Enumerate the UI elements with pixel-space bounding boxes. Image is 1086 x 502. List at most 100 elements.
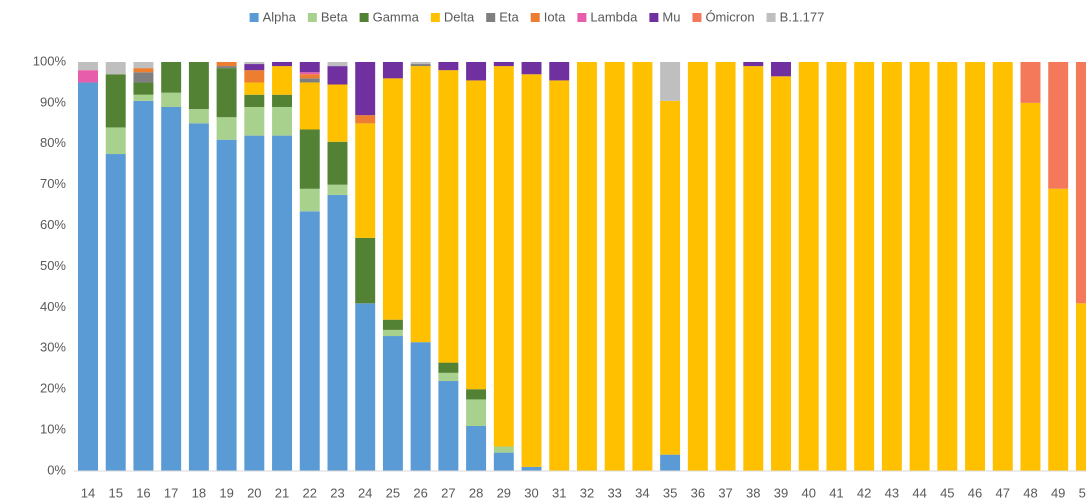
x-tick-label: 38	[746, 485, 760, 500]
x-tick-label: 29	[497, 485, 511, 500]
x-tick-label: 48	[1023, 485, 1037, 500]
bar-segment	[992, 62, 1013, 471]
legend-label: Ómicron	[705, 9, 754, 24]
bar-segment	[466, 399, 487, 427]
bar-segment	[299, 82, 320, 130]
y-tick-label: 40%	[40, 299, 66, 314]
x-tick-label: 18	[192, 485, 206, 500]
x-tick-label: 31	[552, 485, 566, 500]
bar-segment	[133, 94, 154, 101]
bar-segment	[382, 329, 403, 337]
bar-segment	[521, 74, 542, 467]
bar-segment	[244, 135, 265, 471]
x-tick-label: 40	[801, 485, 815, 500]
bar-segment	[355, 62, 376, 116]
bar-segment	[272, 66, 293, 95]
x-tick-label: 26	[413, 485, 427, 500]
bar-segment	[216, 117, 237, 140]
legend-swatch	[649, 13, 659, 22]
legend-label: B.1.177	[780, 9, 825, 24]
bar-segment	[299, 74, 320, 79]
bar-segment	[715, 62, 736, 471]
x-tick-label: 25	[386, 485, 400, 500]
bar-segment	[1048, 62, 1069, 189]
bar-segment	[272, 106, 293, 136]
bar-segment	[771, 62, 791, 77]
bar-segment	[78, 70, 98, 83]
bar-segment	[327, 194, 348, 472]
x-tick-label: 33	[607, 485, 621, 500]
y-tick-label: 20%	[40, 381, 66, 396]
bar-segment	[216, 66, 237, 69]
bar-segment	[216, 62, 237, 67]
bar-segment	[133, 82, 154, 95]
x-tick-label: 35	[663, 485, 677, 500]
bar-segment	[1075, 62, 1086, 304]
bar-segment	[687, 62, 708, 471]
bar-segment	[299, 129, 320, 189]
bar-segment	[909, 62, 930, 471]
y-tick-label: 80%	[40, 135, 66, 150]
bar-segment	[188, 109, 209, 124]
x-tick-label: 41	[829, 485, 843, 500]
x-tick-label: 24	[358, 485, 372, 500]
bar-segment	[244, 106, 265, 136]
x-tick-label: 43	[885, 485, 899, 500]
bar-segment	[355, 237, 376, 304]
x-tick-label: 15	[108, 485, 122, 500]
legend-swatch	[307, 13, 317, 22]
y-tick-label: 70%	[40, 176, 66, 191]
bar-segment	[299, 72, 320, 75]
x-tick-label: 47	[996, 485, 1010, 500]
legend-label: Gamma	[373, 9, 420, 24]
legend-label: Iota	[544, 9, 566, 24]
bar-segment	[743, 62, 764, 67]
bar-segment	[466, 80, 487, 390]
bar-segment	[244, 94, 265, 107]
bar-segment	[272, 94, 293, 107]
bar-segment	[798, 62, 819, 471]
bar-segment	[161, 92, 182, 107]
bar-segment	[1020, 102, 1041, 472]
bar-segment	[355, 123, 376, 238]
bar-segment	[493, 446, 514, 453]
x-tick-label: 46	[968, 485, 982, 500]
y-tick-label: 100%	[33, 53, 67, 68]
y-tick-label: 50%	[40, 258, 66, 273]
bar-segment	[161, 62, 182, 93]
bar-segment	[133, 100, 154, 471]
bar-segment	[521, 466, 542, 471]
bar-segment	[438, 381, 459, 471]
bar-segment	[382, 319, 403, 330]
legend-swatch	[486, 13, 496, 22]
bar-segment	[105, 154, 126, 471]
bar-segment	[632, 62, 653, 471]
bar-segment	[327, 66, 348, 85]
bar-segment	[355, 303, 376, 471]
bar-segment	[604, 62, 625, 471]
bar-segment	[549, 62, 570, 81]
x-tick-label: 20	[247, 485, 261, 500]
bar-segment	[549, 80, 570, 471]
legend-label: Lambda	[590, 9, 638, 24]
bar-segment	[272, 135, 293, 471]
bar-segment	[105, 62, 126, 75]
legend-label: Alpha	[263, 9, 297, 24]
bar-segment	[493, 62, 514, 67]
bar-segment	[244, 70, 265, 83]
bar-segment	[410, 62, 431, 65]
x-tick-label: 42	[857, 485, 871, 500]
x-tick-label: 19	[219, 485, 233, 500]
x-tick-label: 16	[136, 485, 150, 500]
bar-segment	[382, 336, 403, 471]
bar-segment	[327, 62, 348, 67]
bar-segment	[216, 68, 237, 118]
x-tick-label: 22	[303, 485, 317, 500]
bar-segment	[1075, 303, 1086, 471]
legend-swatch	[359, 13, 369, 22]
bar-segment	[576, 62, 597, 471]
bar-segment	[521, 62, 542, 75]
bar-segment	[272, 62, 293, 67]
